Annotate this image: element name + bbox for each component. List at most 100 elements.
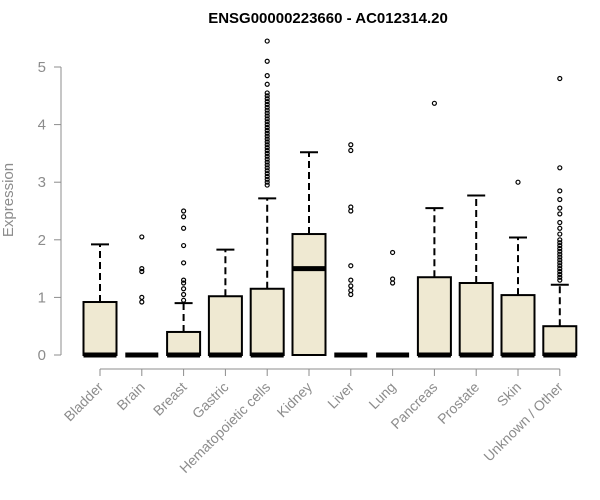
outlier-point [139, 266, 145, 272]
x-tick-label: Unknown / Other [480, 379, 566, 465]
box-group [249, 38, 285, 358]
box-group [291, 151, 327, 356]
outlier-point [264, 107, 270, 113]
y-tick-label: 2 [38, 232, 46, 249]
outlier-point [264, 130, 270, 136]
outlier-point [139, 234, 145, 240]
outlier-point [557, 248, 563, 254]
outlier-point [557, 268, 563, 275]
outlier-point [348, 291, 354, 298]
outlier-point [264, 150, 270, 156]
outlier-point [557, 231, 563, 237]
outlier-point [264, 96, 270, 102]
y-tick-label: 1 [38, 289, 46, 306]
outlier-point [181, 277, 187, 283]
box-rect [416, 276, 452, 356]
outlier-point [557, 274, 563, 280]
box-rect [82, 301, 118, 356]
outlier-point [264, 182, 270, 188]
box-rect [166, 330, 202, 356]
outlier-point [181, 286, 187, 292]
x-tick-label: Brain [113, 379, 147, 413]
x-tick-label: Kidney [274, 379, 316, 421]
outlier-point [181, 225, 187, 231]
outlier-point [264, 119, 270, 125]
outlier-point [557, 251, 563, 257]
outlier-point [264, 165, 270, 171]
outlier-point [557, 219, 563, 226]
outlier-point [264, 173, 270, 180]
outlier-point [139, 294, 145, 300]
outlier-point [264, 93, 270, 99]
outlier-point [557, 75, 563, 82]
outlier-point [264, 58, 270, 64]
outlier-point [264, 121, 270, 128]
outlier-point [348, 287, 354, 294]
x-tick-label: Liver [324, 379, 357, 412]
outlier-point [264, 136, 270, 142]
outlier-point [557, 257, 563, 263]
outlier-point [264, 98, 270, 105]
outlier-point [348, 208, 354, 214]
outlier-point [431, 100, 437, 106]
outlier-point [264, 110, 270, 116]
y-tick-label: 5 [38, 59, 46, 76]
outlier-point [348, 277, 354, 283]
box-rect [500, 294, 536, 357]
outlier-point [348, 263, 354, 269]
outlier-point [557, 165, 563, 171]
outlier-point [348, 204, 354, 210]
x-tick-label: Bladder [61, 379, 107, 425]
outlier-point [557, 240, 563, 246]
outlier-point [348, 142, 354, 148]
outlier-point [264, 104, 270, 110]
box-group [207, 248, 243, 358]
box-group [82, 243, 118, 358]
outlier-point [264, 176, 270, 182]
outlier-point [264, 179, 270, 185]
box-rect [458, 282, 494, 356]
outlier-point [264, 113, 270, 119]
outlier-point [557, 277, 563, 283]
box-group [500, 179, 536, 358]
outlier-point [264, 170, 270, 177]
outlier-point [348, 147, 354, 154]
outlier-point [264, 101, 270, 108]
outlier-point [264, 153, 270, 159]
outlier-point [264, 38, 270, 44]
outlier-point [390, 249, 396, 256]
box-group [542, 75, 578, 358]
box-group [458, 194, 494, 358]
y-axis-label: Expression [0, 163, 17, 237]
outlier-point [264, 90, 270, 96]
x-tick-label: Skin [494, 379, 525, 410]
outlier-point [181, 214, 187, 220]
outlier-point [181, 297, 187, 303]
box-group [416, 100, 452, 358]
outlier-point [181, 208, 187, 214]
outlier-point [557, 271, 563, 277]
outlier-point [557, 188, 563, 194]
outlier-point [348, 283, 354, 289]
x-tick-label: Lung [365, 379, 398, 412]
box-rect [291, 233, 327, 356]
chart-title: ENSG00000223660 - AC012314.20 [208, 10, 448, 27]
outlier-point [557, 245, 563, 252]
outlier-point [390, 280, 396, 286]
x-tick-label: Breast [150, 379, 190, 419]
outlier-point [181, 242, 187, 249]
outlier-point [264, 81, 270, 87]
box-rect [249, 287, 285, 357]
x-tick-label: Prostate [434, 379, 482, 427]
box-group [376, 249, 410, 358]
y-tick-label: 3 [38, 174, 46, 191]
outlier-point [264, 127, 270, 133]
outlier-point [557, 254, 563, 260]
outlier-point [181, 280, 187, 286]
y-axis: 0 1 2 3 4 5 [38, 59, 62, 364]
outlier-point [390, 276, 396, 282]
outlier-point [264, 73, 270, 79]
outlier-point [139, 299, 145, 305]
